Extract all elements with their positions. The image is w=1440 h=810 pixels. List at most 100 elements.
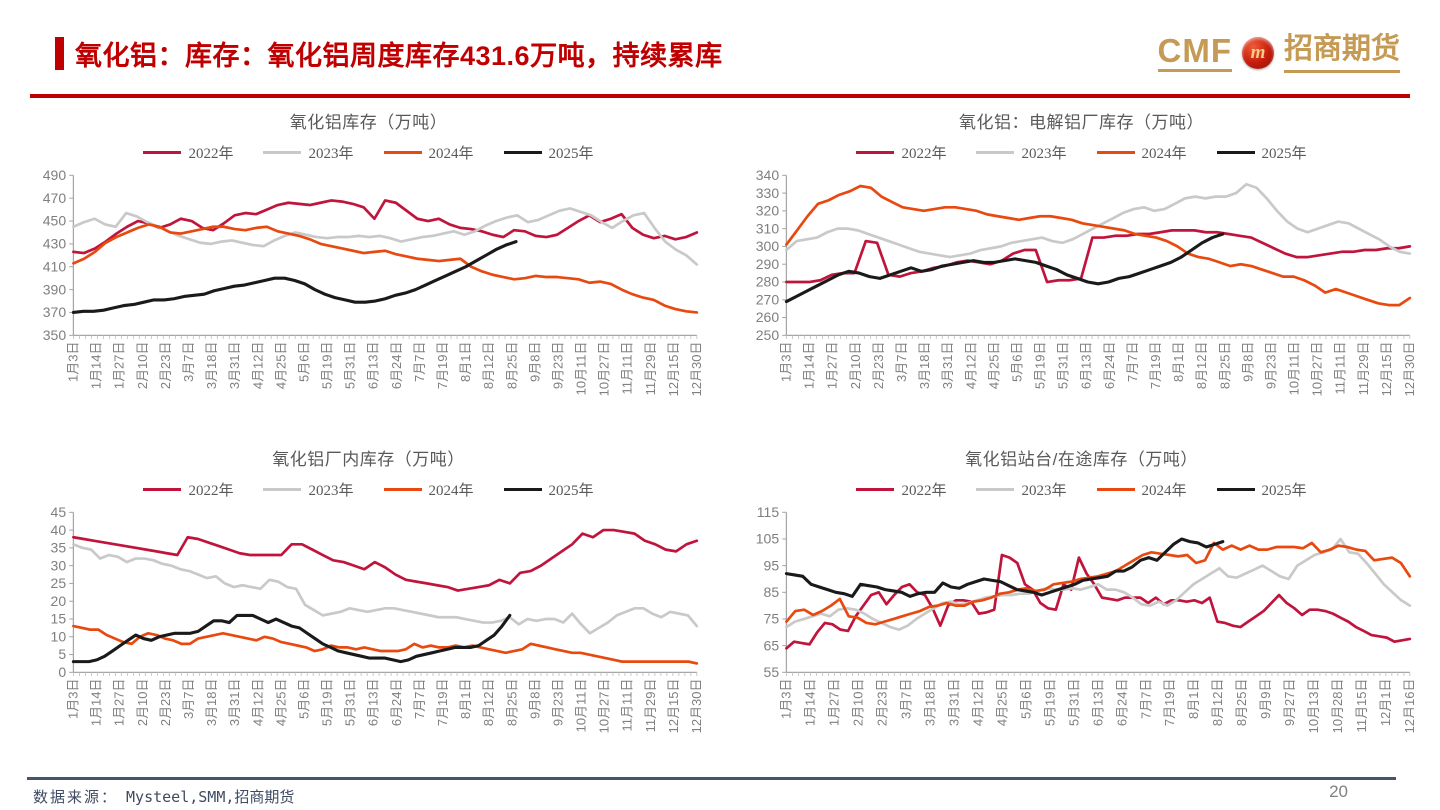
x-axis-label: 3月31日 <box>227 679 242 727</box>
legend-swatch <box>143 150 182 155</box>
x-axis-label: 1月14日 <box>89 679 104 727</box>
legend-swatch <box>1216 487 1255 492</box>
x-axis-label: 10月27日 <box>597 679 612 734</box>
y-tick-label: 10 <box>51 628 67 644</box>
chart-plot: 350 370 390 410 430 450 470 490 1月3日 1月14日 1月27日 2月… <box>43 167 701 397</box>
x-axis-label: 12月30日 <box>1402 342 1414 397</box>
y-tick-label: 15 <box>51 611 67 627</box>
y-tick-label: 320 <box>756 203 780 219</box>
x-axis-label: 6月24日 <box>389 679 404 727</box>
x-axis-label: 7月19日 <box>1162 679 1177 727</box>
x-axis-label: 8月1日 <box>1186 679 1201 719</box>
x-axis-label: 2月10日 <box>850 679 865 727</box>
x-axis-label: 5月31日 <box>343 342 358 390</box>
legend-swatch <box>976 150 1015 155</box>
legend-item-2024年: 2024年 <box>1096 142 1187 163</box>
x-axis-label: 6月13日 <box>366 342 381 390</box>
legend-swatch <box>383 487 422 492</box>
x-axis-label: 5月6日 <box>1018 679 1033 719</box>
data-source-label: 数据来源： <box>33 790 119 806</box>
x-axis-label: 1月3日 <box>779 679 794 719</box>
chart-panel-transit-inventory: 氧化铝站台/在途库存（万吨） 2022年 2023年 2024年 2025年 55 65… <box>749 439 1414 774</box>
y-tick-label: 370 <box>43 304 67 320</box>
chart-panel-smelter-inventory: 氧化铝：电解铝厂库存（万吨） 2022年 2023年 2024年 2025年 250 2… <box>749 102 1414 437</box>
x-axis-label: 3月18日 <box>922 679 937 727</box>
legend-label: 2025年 <box>1261 146 1307 162</box>
legend-item-2022年: 2022年 <box>856 479 946 500</box>
x-axis-label: 10月11日 <box>574 342 589 396</box>
y-tick-label: 65 <box>764 637 780 653</box>
y-tick-label: 290 <box>756 256 780 272</box>
x-axis-label: 4月12日 <box>250 679 265 727</box>
legend-label: 2024年 <box>1141 146 1187 162</box>
legend-label: 2023年 <box>308 146 354 162</box>
x-axis-label: 10月11日 <box>1287 342 1302 396</box>
x-axis-label: 4月12日 <box>963 342 978 390</box>
series-line-2023年 <box>785 537 1412 631</box>
series-line-2022年 <box>785 553 1412 650</box>
chart-panel-refinery-inventory: 氧化铝厂内库存（万吨） 2022年 2023年 2024年 2025年 0 5 10 15 2… <box>36 439 701 774</box>
x-axis-label: 3月18日 <box>917 342 932 390</box>
y-tick-label: 30 <box>51 557 67 573</box>
x-axis-label: 10月11日 <box>574 679 589 733</box>
x-axis-label: 9月9日 <box>1258 679 1273 719</box>
chart-plot: 55 65 75 85 95 105 115 1月3日 1月14日 1月27日 2月10日 2月23日… <box>756 504 1414 733</box>
x-axis-label: 8月12日 <box>1194 342 1209 390</box>
x-axis-label: 5月19日 <box>320 342 335 390</box>
y-tick-label: 0 <box>58 664 66 680</box>
x-axis-label: 9月23日 <box>1263 342 1278 390</box>
x-axis-label: 2月10日 <box>848 342 863 390</box>
x-axis-label: 4月12日 <box>250 342 265 390</box>
y-tick-label: 470 <box>43 190 67 206</box>
series-line-2025年 <box>784 537 1225 598</box>
x-axis-label: 6月24日 <box>1102 342 1117 390</box>
x-axis-label: 11月11日 <box>620 679 635 732</box>
x-axis-label: 3月31日 <box>940 342 955 390</box>
x-axis-label: 4月25日 <box>994 679 1009 727</box>
x-axis-label: 3月7日 <box>894 342 909 382</box>
footer-divider <box>27 777 1396 780</box>
series-line-2024年 <box>72 223 699 314</box>
legend-label: 2022年 <box>901 483 947 499</box>
legend-item-2023年: 2023年 <box>976 479 1067 500</box>
x-axis-label: 3月7日 <box>181 679 196 719</box>
legend-swatch <box>263 150 302 155</box>
x-axis-label: 8月25日 <box>1217 342 1232 390</box>
data-source-value: Mysteel,SMM,招商期货 <box>126 788 295 806</box>
legend-item-2025年: 2025年 <box>503 479 594 500</box>
chart-legend: 2022年 2023年 2024年 2025年 <box>36 142 701 163</box>
x-axis-label: 5月19日 <box>1033 342 1048 390</box>
cmf-emblem-icon: m <box>1241 37 1274 69</box>
x-axis-label: 5月6日 <box>296 679 311 719</box>
chart-legend: 2022年 2023年 2024年 2025年 <box>36 479 701 500</box>
y-tick-label: 430 <box>43 236 67 252</box>
chart-title: 氧化铝站台/在途库存（万吨） <box>965 450 1198 469</box>
x-axis-label: 3月7日 <box>181 342 196 382</box>
x-axis-label: 1月27日 <box>112 342 127 390</box>
x-axis-label: 8月25日 <box>504 679 519 727</box>
legend-swatch <box>263 487 302 492</box>
legend-swatch <box>976 487 1015 492</box>
x-axis-label: 5月19日 <box>320 679 335 727</box>
legend-label: 2023年 <box>1021 483 1067 499</box>
y-tick-label: 35 <box>51 540 67 556</box>
x-axis-label: 12月30日 <box>689 342 701 397</box>
y-tick-label: 20 <box>51 593 67 609</box>
legend-item-2025年: 2025年 <box>503 142 594 163</box>
x-axis-label: 6月13日 <box>366 679 381 727</box>
series-line-2025年 <box>784 232 1225 304</box>
data-source: 数据来源： Mysteel,SMM,招商期货 <box>33 786 294 807</box>
x-axis-label: 3月31日 <box>227 342 242 390</box>
x-axis-label: 5月31日 <box>1056 342 1071 390</box>
legend-swatch <box>383 150 422 155</box>
x-axis-label: 9月8日 <box>527 342 542 382</box>
x-axis-label: 6月13日 <box>1090 679 1105 727</box>
series-line-2025年 <box>71 613 512 664</box>
x-axis-label: 6月24日 <box>1114 679 1129 727</box>
legend-item-2025年: 2025年 <box>1216 142 1307 163</box>
x-axis-label: 9月8日 <box>1240 342 1255 382</box>
x-axis-label: 9月27日 <box>1282 679 1297 727</box>
x-axis-label: 1月3日 <box>779 342 794 382</box>
x-axis-label: 1月14日 <box>802 342 817 390</box>
